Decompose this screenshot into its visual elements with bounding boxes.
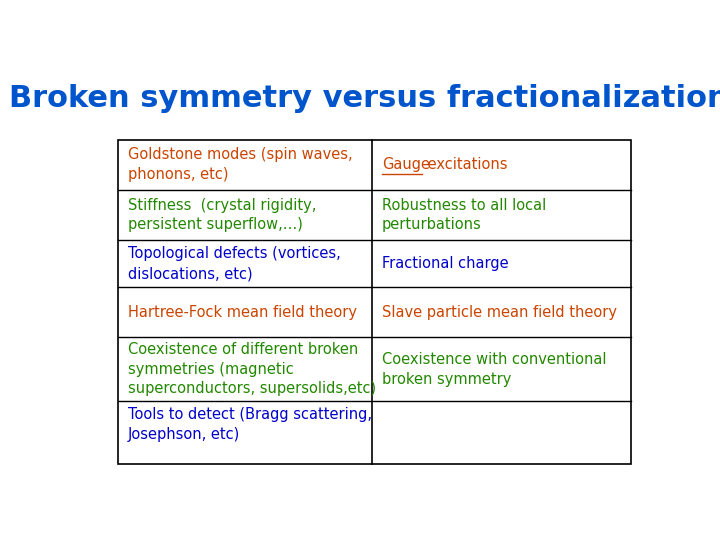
Text: Stiffness  (crystal rigidity,
persistent superflow,…): Stiffness (crystal rigidity, persistent … xyxy=(128,198,316,232)
Text: Coexistence of different broken
symmetries (magnetic
superconductors, supersolid: Coexistence of different broken symmetri… xyxy=(128,342,376,396)
Text: Slave particle mean field theory: Slave particle mean field theory xyxy=(382,305,617,320)
Text: Tools to detect (Bragg scattering,
Josephson, etc): Tools to detect (Bragg scattering, Josep… xyxy=(128,407,372,442)
Text: Hartree-Fock mean field theory: Hartree-Fock mean field theory xyxy=(128,305,357,320)
Text: Topological defects (vortices,
dislocations, etc): Topological defects (vortices, dislocati… xyxy=(128,246,341,281)
Text: Goldstone modes (spin waves,
phonons, etc): Goldstone modes (spin waves, phonons, et… xyxy=(128,147,353,182)
Text: Fractional charge: Fractional charge xyxy=(382,256,508,271)
Text: Gauge: Gauge xyxy=(382,157,430,172)
Text: Coexistence with conventional
broken symmetry: Coexistence with conventional broken sym… xyxy=(382,352,606,387)
Text: Robustness to all local
perturbations: Robustness to all local perturbations xyxy=(382,198,546,232)
Text: Broken symmetry versus fractionalization: Broken symmetry versus fractionalization xyxy=(9,84,720,112)
Text: excitations: excitations xyxy=(423,157,507,172)
Bar xyxy=(118,140,631,464)
